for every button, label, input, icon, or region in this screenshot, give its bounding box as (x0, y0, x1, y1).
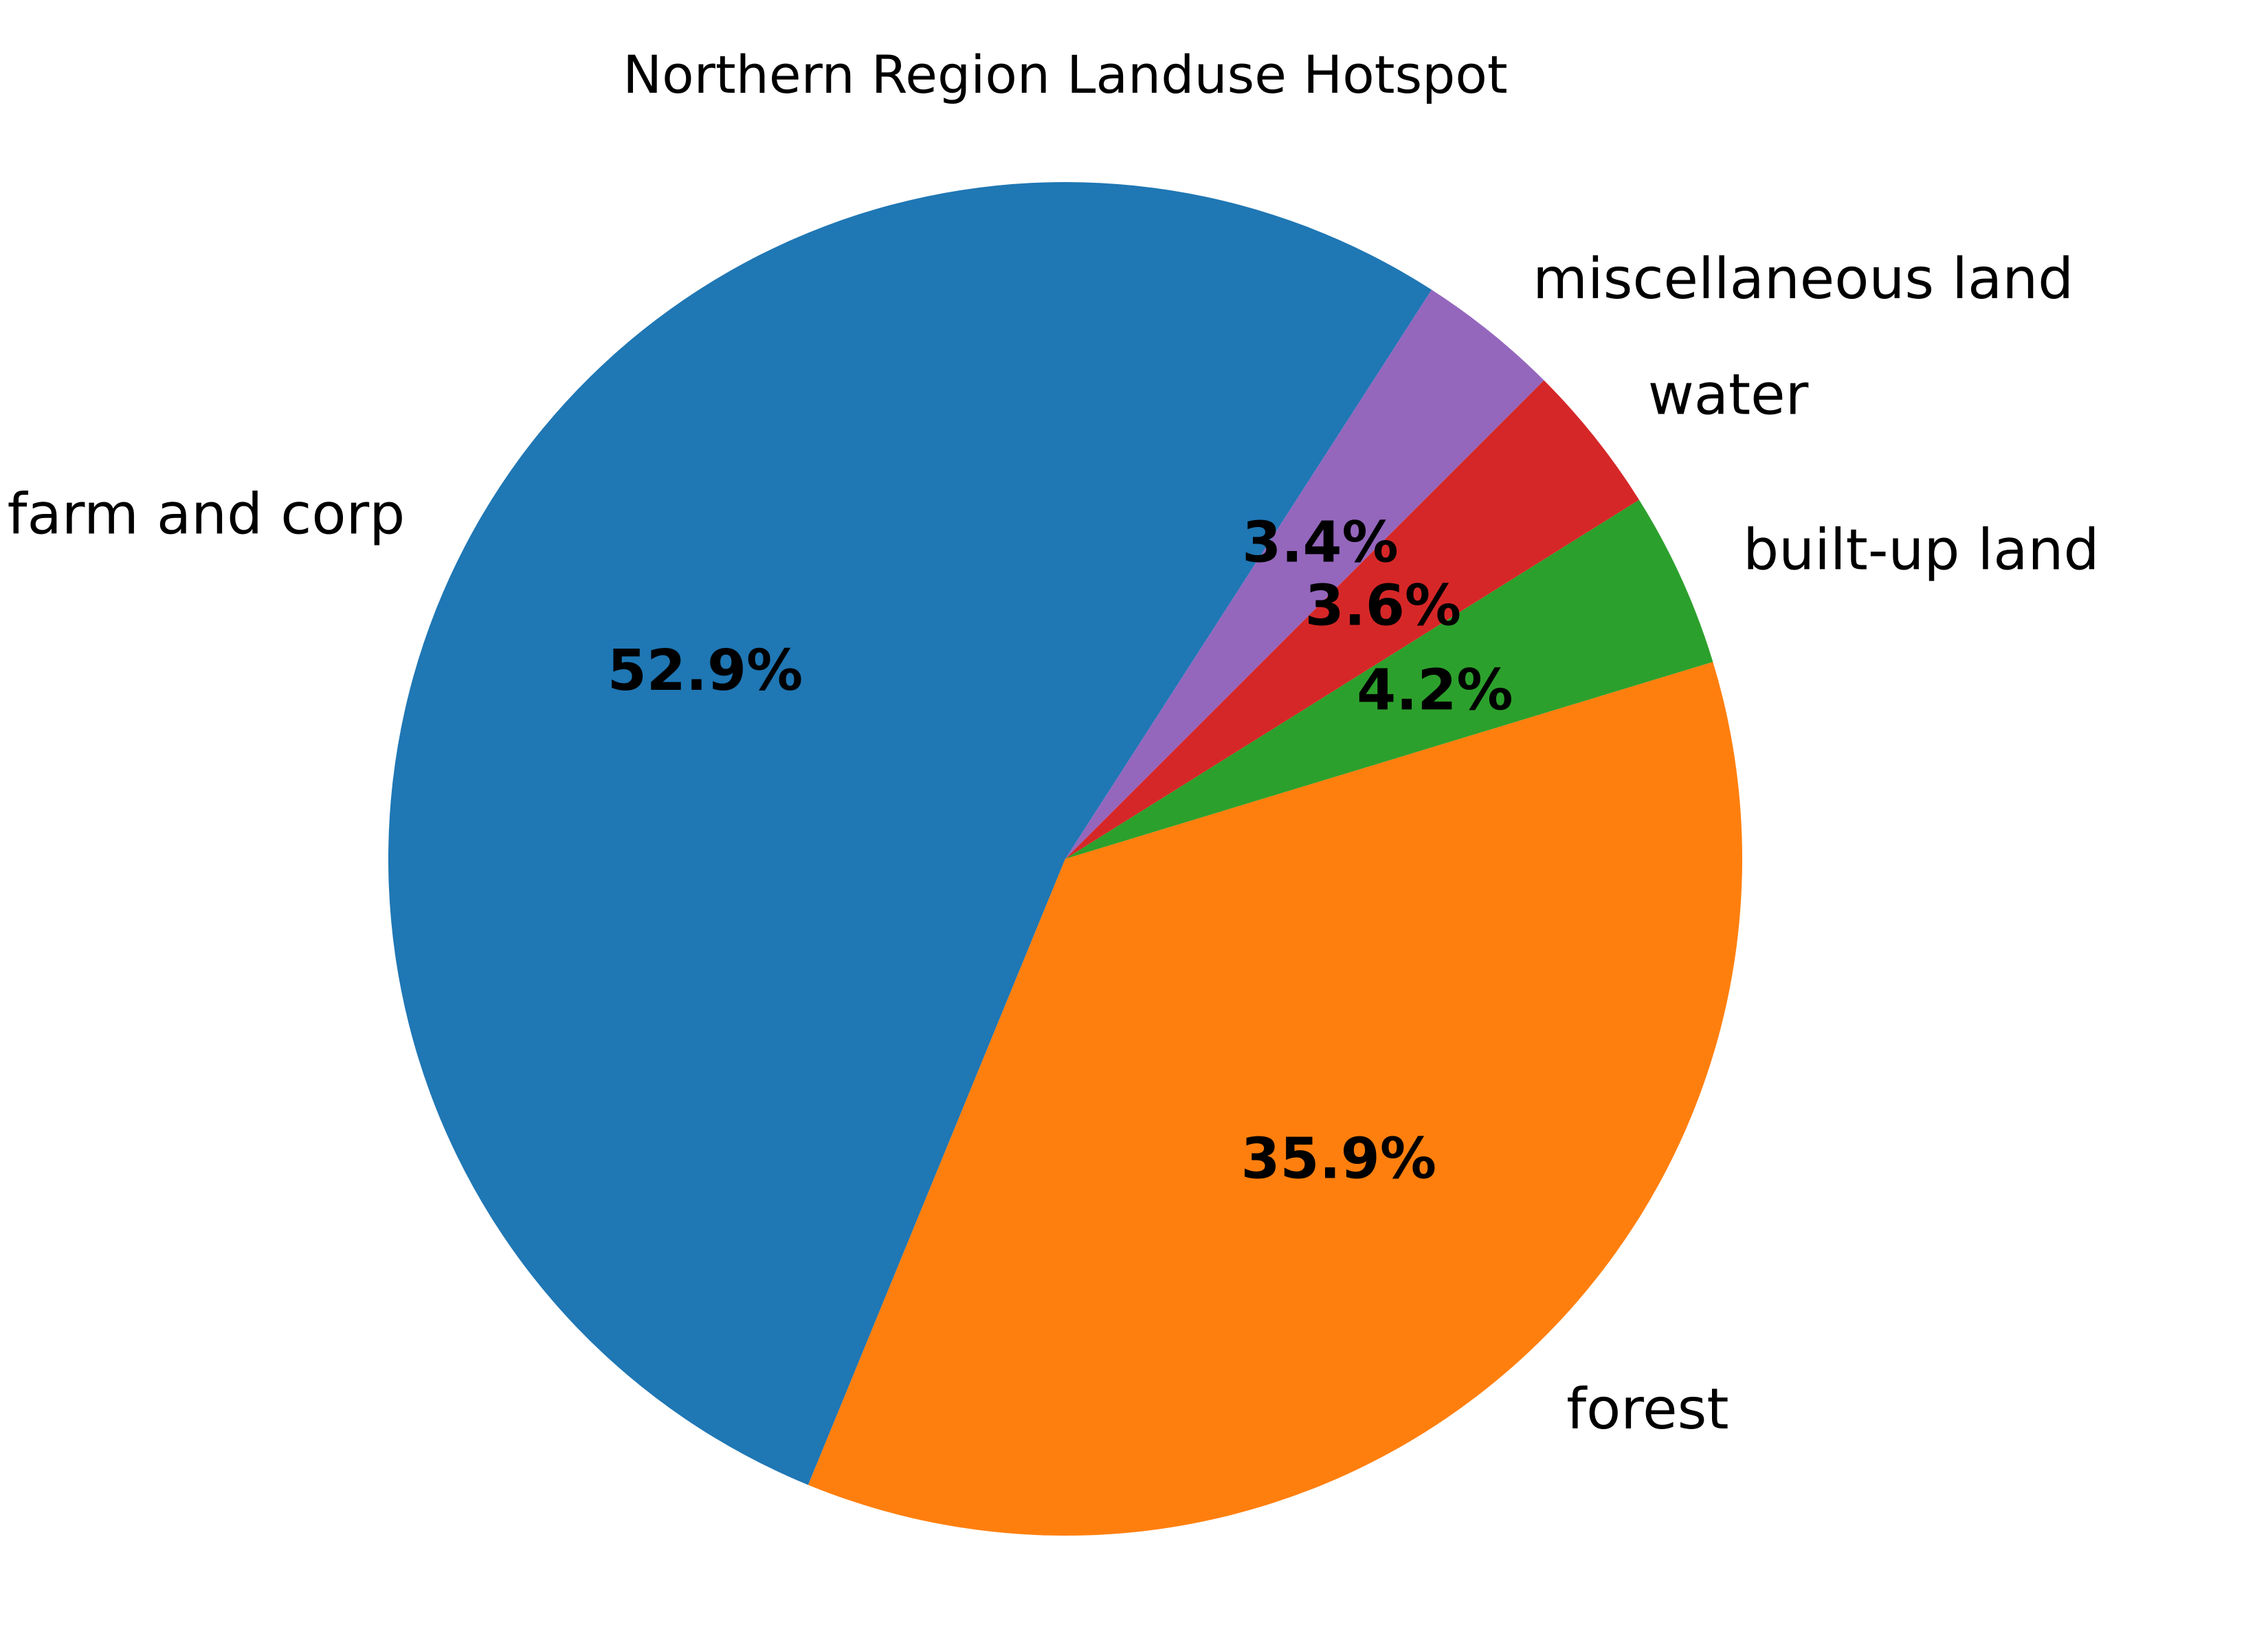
slices-layer (388, 182, 1742, 1536)
chart-title: Northern Region Landuse Hotspot (623, 44, 1507, 105)
pie-slice-built-up-land (1065, 500, 1713, 859)
slice-label-forest: forest (1566, 1377, 1728, 1442)
slice-label-built-up-land: built-up land (1743, 518, 2099, 583)
pct-label-miscellaneous-land: 3.4% (1242, 510, 1398, 575)
pie-slice-miscellaneous-land (1065, 289, 1544, 860)
pie-slice-forest (808, 662, 1742, 1536)
slice-label-farm-and-corp: farm and corp (8, 482, 405, 548)
slice-label-water: water (1648, 363, 1809, 428)
labels-layer: 3.4% miscellaneous land 52.9% farm and corp… (8, 247, 2100, 1442)
pie-slice-farm-and-corp (388, 182, 1432, 1485)
slice-label-miscellaneous-land: miscellaneous land (1533, 247, 2074, 312)
pct-label-forest: 35.9% (1241, 1127, 1436, 1192)
pct-label-farm-and-corp: 52.9% (608, 638, 803, 704)
pct-label-built-up-land: 4.2% (1357, 658, 1513, 723)
pie-slice-water (1065, 380, 1639, 859)
pct-label-water: 3.6% (1305, 573, 1461, 638)
